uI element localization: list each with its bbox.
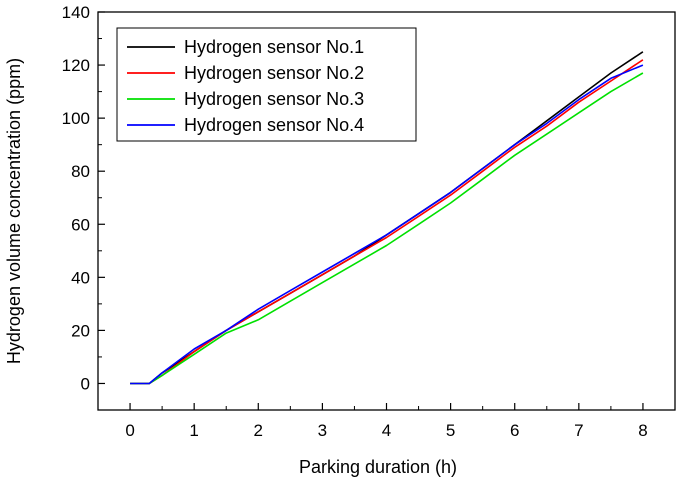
legend: Hydrogen sensor No.1 Hydrogen sensor No.2…: [116, 27, 417, 142]
x-axis-title: Parking duration (h): [299, 457, 457, 477]
y-axis-title: Hydrogen volume concentration (ppm): [4, 58, 24, 364]
y-tick-label: 80: [71, 162, 90, 181]
legend-label-sensor-4: Hydrogen sensor No.4: [184, 115, 364, 135]
y-tick-label: 120: [62, 56, 90, 75]
x-tick-label: 0: [125, 421, 134, 440]
y-tick-label: 20: [71, 321, 90, 340]
x-tick-label: 1: [189, 421, 198, 440]
y-tick-label: 100: [62, 109, 90, 128]
series-layer: [130, 51, 644, 385]
x-tick-label: 5: [446, 421, 455, 440]
x-tick-label: 7: [574, 421, 583, 440]
series-line-sensor-3: [130, 72, 644, 385]
x-tick-label: 2: [254, 421, 263, 440]
x-tick-label: 8: [638, 421, 647, 440]
y-tick-label: 140: [62, 3, 90, 22]
x-tick-label: 3: [318, 421, 327, 440]
x-tick-label: 6: [510, 421, 519, 440]
series-line-sensor-4: [130, 64, 644, 385]
y-tick-label: 40: [71, 268, 90, 287]
legend-label-sensor-2: Hydrogen sensor No.2: [184, 63, 364, 83]
x-tick-label: 4: [382, 421, 391, 440]
y-tick-label: 0: [81, 374, 90, 393]
legend-label-sensor-1: Hydrogen sensor No.1: [184, 37, 364, 57]
series-line-sensor-2: [130, 59, 644, 385]
y-tick-label: 60: [71, 215, 90, 234]
legend-label-sensor-3: Hydrogen sensor No.3: [184, 89, 364, 109]
